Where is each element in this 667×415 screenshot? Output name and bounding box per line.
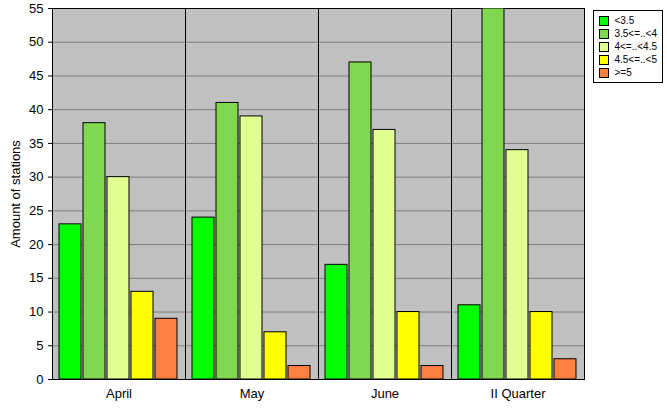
svg-text:25: 25 [29, 203, 43, 218]
svg-text:40: 40 [29, 102, 43, 117]
svg-text:35: 35 [29, 136, 43, 151]
svg-text:30: 30 [29, 169, 43, 184]
svg-text:55: 55 [29, 1, 43, 16]
svg-text:10: 10 [29, 304, 43, 319]
svg-text:5: 5 [36, 338, 43, 353]
svg-text:50: 50 [29, 34, 43, 49]
html-text:4<=..<4.5: 4<=..<4.5 [614, 41, 657, 52]
svg-text:May: May [240, 386, 265, 401]
svg-text:20: 20 [29, 237, 43, 252]
svg-text:0: 0 [36, 372, 43, 387]
svg-text:April: April [106, 386, 132, 401]
html-text:4.5<=..<5: 4.5<=..<5 [614, 54, 657, 65]
svg-text:45: 45 [29, 68, 43, 83]
svg-text:June: June [371, 386, 399, 401]
html-text:<3.5: <3.5 [614, 15, 635, 26]
svg-text:Amount of stations: Amount of stations [8, 140, 23, 248]
html-text:>=5: >=5 [614, 67, 632, 78]
html-text:3.5<=..<4: 3.5<=..<4 [614, 28, 657, 39]
svg-text:II Quarter: II Quarter [491, 386, 547, 401]
svg-text:15: 15 [29, 270, 43, 285]
